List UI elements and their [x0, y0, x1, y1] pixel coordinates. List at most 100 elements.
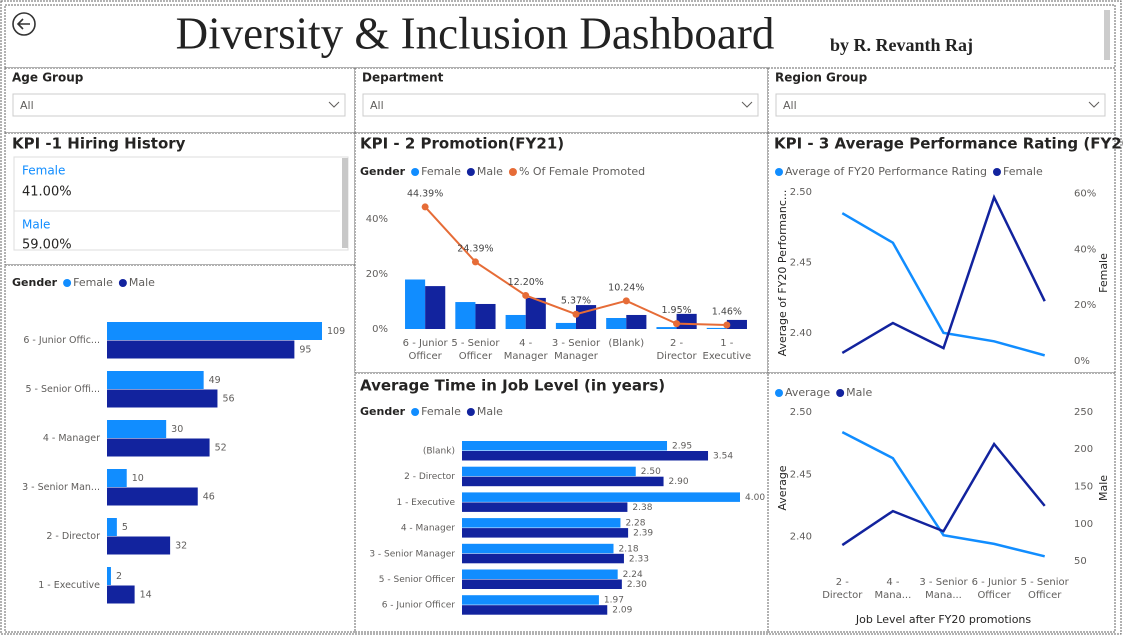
data-label: 14 [140, 589, 152, 600]
y-tick-label: 2.50 [790, 187, 812, 198]
bar [462, 605, 608, 615]
category-label: 3 - Senior Man... [22, 482, 100, 493]
y2-tick-label: 50 [1074, 556, 1087, 567]
kpi-label: Male [22, 218, 50, 232]
x-tick-label: 1 - Executive [702, 338, 752, 362]
bar [107, 420, 167, 438]
y-tick-label: 2.40 [790, 328, 812, 339]
kpi-value: 59.00% [22, 238, 72, 253]
category-label: 4 - Manager [43, 433, 100, 444]
data-label: 2.28 [625, 519, 645, 529]
category-label: 2 - Director [404, 472, 455, 482]
line [841, 212, 1046, 357]
dropdown-chevron [328, 101, 340, 108]
bar [462, 528, 629, 538]
x-tick-label: 5 - Senior Officer [451, 338, 500, 362]
data-label: 2.90 [669, 477, 689, 487]
line [841, 441, 1046, 547]
dropdown-chevron [1088, 101, 1100, 108]
x-tick-label: 4 - Mana... [874, 577, 912, 601]
dropdown-box [12, 93, 346, 117]
y2-tick-label: 20% [1074, 300, 1096, 311]
data-label: 2.09 [612, 606, 632, 616]
slicer-label: Region Group [775, 71, 868, 85]
bar [462, 579, 622, 589]
y-axis-label: Average of FY20 Performanc... [776, 190, 789, 357]
category-label: 1 - Executive [396, 498, 455, 508]
data-label: 49 [209, 375, 221, 386]
slicer-dropdown[interactable]: All [362, 93, 759, 117]
y-tick-label: 20% [366, 269, 388, 280]
x-tick-label-box: 2 - Director [656, 338, 696, 362]
slicer-label: Department [362, 71, 444, 85]
category-label: 3 - Senior Manager [369, 549, 455, 559]
y2-tick-label: 250 [1074, 407, 1093, 418]
bar [107, 340, 295, 359]
bar [462, 476, 664, 487]
dropdown-box [775, 93, 1106, 117]
bar [425, 286, 446, 329]
kpi-scrollbar [342, 158, 348, 248]
legend-marker [411, 168, 420, 176]
bar [107, 322, 322, 340]
legend-label: Male [477, 405, 503, 418]
bar [462, 502, 628, 512]
kpi-label: Female [22, 164, 65, 178]
x-tick-label-box: 6 - Junior Officer [972, 577, 1017, 601]
back-circle [12, 12, 36, 36]
data-label: 24.39% [457, 243, 493, 254]
slicer-dropdown[interactable]: All [775, 93, 1106, 117]
bar [107, 469, 127, 487]
data-label: 1.95% [661, 305, 691, 316]
line-marker [471, 258, 479, 266]
legend-marker [836, 389, 845, 397]
bar [107, 536, 171, 555]
data-label: 5 [122, 522, 128, 533]
y2-tick-label: 200 [1074, 444, 1093, 455]
x-tick-label-box: 4 - Manager [503, 338, 548, 362]
bar [525, 297, 546, 329]
chart-panel [354, 132, 769, 374]
legend-marker [63, 279, 72, 287]
x-tick-label: 4 - Manager [503, 338, 548, 362]
y2-tick-label: 40% [1074, 244, 1096, 255]
back-button[interactable] [12, 12, 36, 36]
dropdown-box [362, 93, 759, 117]
bar [107, 371, 204, 389]
back-arrow [16, 18, 30, 30]
bar [107, 487, 198, 506]
data-label: 3.54 [713, 452, 733, 462]
legend-title: Gender [360, 405, 406, 418]
x-tick-label-box: 6 - Junior Officer [403, 338, 448, 362]
legend-label: % Of Female Promoted [519, 165, 645, 178]
chart-title: Average Time in Job Level (in years) [360, 377, 665, 395]
data-label: 12.20% [508, 277, 544, 288]
slicer-dropdown[interactable]: All [12, 93, 346, 117]
dashboard-subtitle: by R. Revanth Raj [830, 35, 973, 55]
data-label: 52 [215, 442, 227, 453]
scrollbar [1104, 10, 1110, 60]
x-tick-label: (Blank) [608, 338, 645, 349]
legend-title: Gender [12, 276, 58, 289]
legend-label: Average [785, 386, 830, 399]
data-label: 10 [132, 473, 144, 484]
bar [107, 585, 135, 604]
line-marker [522, 291, 530, 299]
line [841, 193, 1046, 354]
y-tick-label: 0% [372, 324, 388, 335]
category-label: 1 - Executive [38, 580, 100, 591]
legend-marker [992, 168, 1001, 176]
legend-marker [118, 279, 127, 287]
x-tick-label-box: 5 - Senior Officer [1020, 577, 1069, 601]
x-tick-label: 5 - Senior Officer [1020, 577, 1069, 601]
bar [555, 322, 576, 329]
legend-label: Male [129, 276, 155, 289]
bar [462, 441, 668, 451]
category-label: 5 - Senior Officer [379, 575, 455, 585]
data-label: 44.39% [407, 188, 443, 199]
x-tick-label-box: 1 - Executive [702, 338, 752, 362]
data-label: 56 [222, 393, 234, 404]
data-label: 4.00 [745, 493, 765, 503]
data-label: 2.39 [633, 529, 653, 539]
